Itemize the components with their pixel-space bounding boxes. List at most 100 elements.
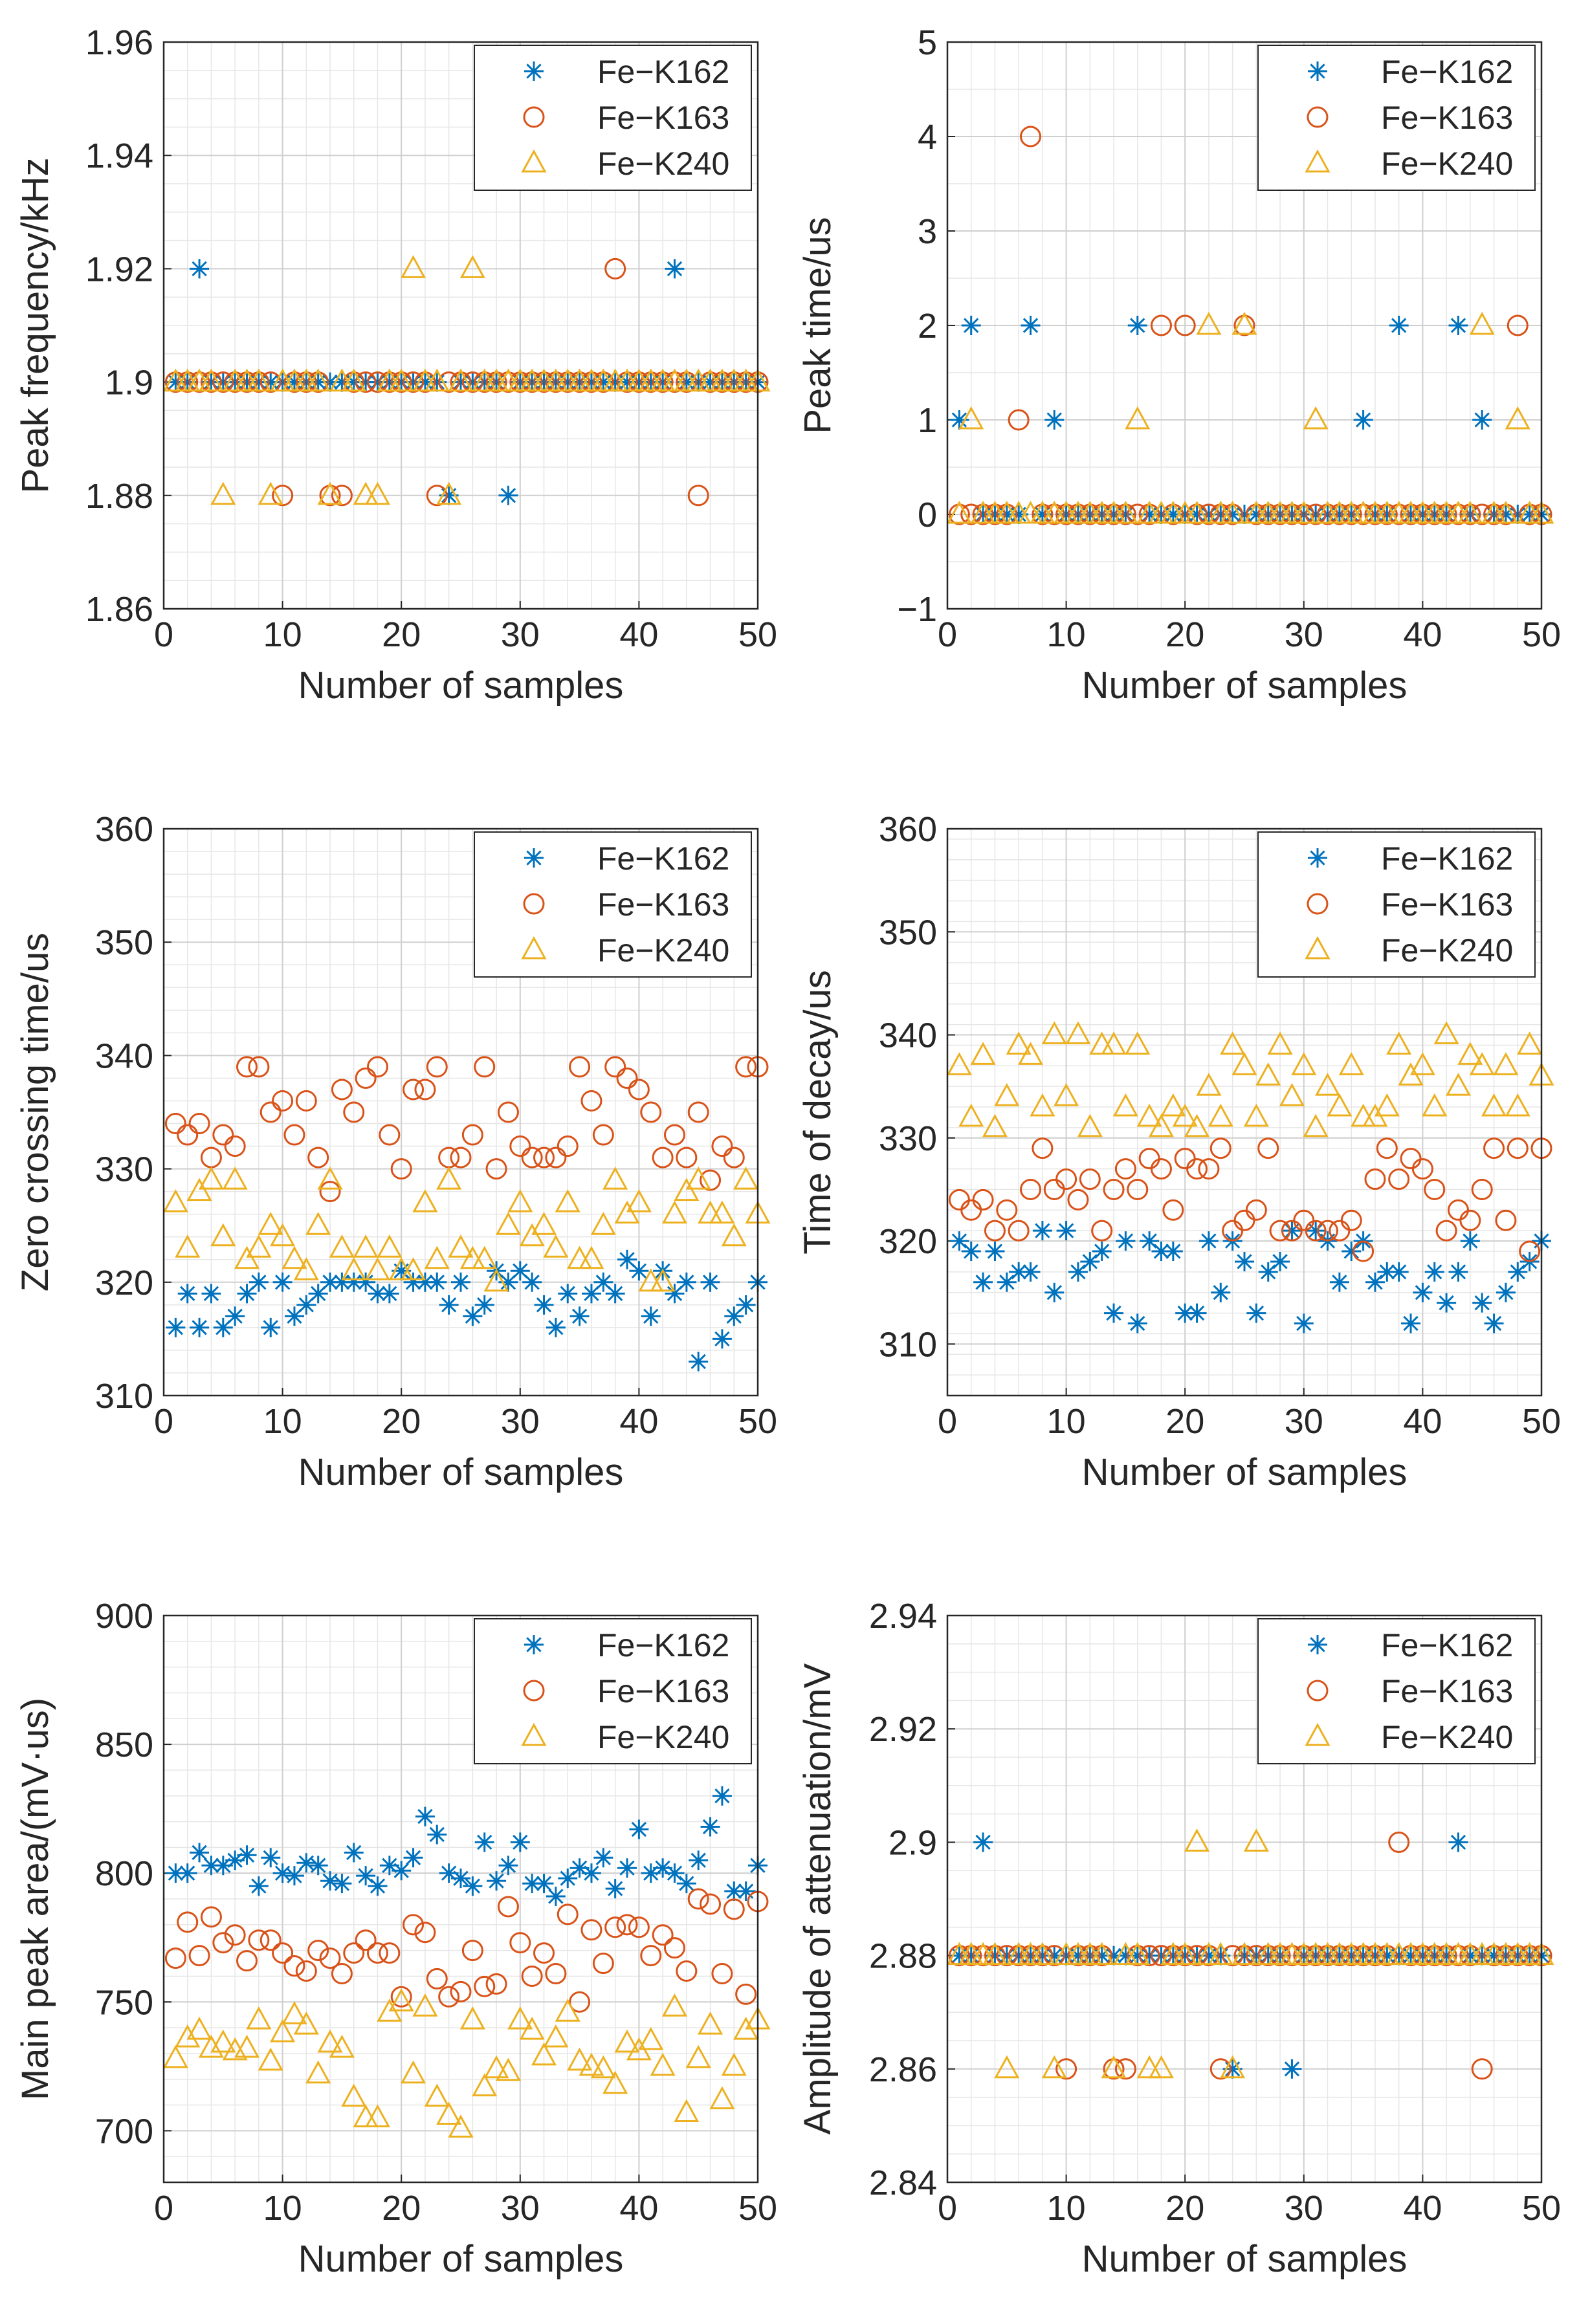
legend: Fe−K162 Fe−K163 Fe−K240 bbox=[474, 45, 752, 191]
data-point bbox=[272, 1272, 293, 1292]
data-point bbox=[474, 1832, 494, 1852]
data-point bbox=[344, 1272, 364, 1292]
data-point bbox=[674, 1178, 700, 1201]
data-point bbox=[997, 505, 1017, 524]
y-axis-label: Amplitude of attenuation/mV bbox=[797, 1663, 839, 2134]
data-point bbox=[248, 372, 269, 392]
data-point bbox=[186, 1178, 212, 1201]
x-tick-label: 30 bbox=[501, 2189, 540, 2228]
data-point bbox=[555, 1189, 580, 1212]
data-point bbox=[1009, 505, 1029, 524]
data-point bbox=[604, 1916, 626, 1938]
data-point bbox=[1163, 1946, 1183, 1966]
y-tick-label: 900 bbox=[95, 1597, 153, 1636]
data-point bbox=[463, 1306, 483, 1326]
data-point bbox=[1303, 1113, 1329, 1137]
data-point bbox=[1198, 503, 1220, 525]
chart-panel-peak-frequency: 0 10 20 30 40 50 1.86 1.88 1.9 1.92 1.94 1.96 Fe−K16… bbox=[14, 23, 777, 707]
data-point bbox=[674, 2099, 700, 2122]
data-point bbox=[448, 2114, 474, 2138]
y-tick-label: 2 bbox=[918, 307, 937, 345]
data-point bbox=[1198, 505, 1219, 524]
data-point bbox=[534, 372, 554, 392]
legend-marker bbox=[523, 893, 545, 915]
legend: Fe−K162 Fe−K163 Fe−K240 bbox=[474, 1618, 752, 1764]
data-point bbox=[272, 1863, 293, 1883]
data-point bbox=[213, 1317, 233, 1337]
data-point bbox=[329, 1234, 355, 1258]
legend-marker bbox=[524, 848, 544, 868]
data-point bbox=[1460, 505, 1480, 524]
legend: Fe−K162 Fe−K163 Fe−K240 bbox=[474, 831, 752, 978]
data-point bbox=[665, 1863, 685, 1883]
data-point bbox=[569, 1056, 591, 1078]
data-point bbox=[495, 1212, 521, 1235]
data-point bbox=[1056, 1946, 1076, 1966]
data-point bbox=[961, 1242, 981, 1262]
data-point bbox=[1342, 505, 1362, 524]
legend-box bbox=[474, 831, 752, 978]
data-point bbox=[1231, 1052, 1257, 1075]
data-point bbox=[390, 1986, 412, 2008]
data-point bbox=[1411, 1158, 1433, 1180]
data-point bbox=[685, 1167, 711, 1190]
x-tick-label: 10 bbox=[263, 1402, 302, 1441]
data-point bbox=[949, 410, 969, 430]
y-axis-label: Zero crossing time/us bbox=[14, 933, 56, 1291]
data-point bbox=[1041, 1021, 1067, 1045]
data-point bbox=[521, 1146, 543, 1168]
data-point bbox=[190, 259, 210, 279]
data-point bbox=[1306, 1946, 1326, 1966]
data-point bbox=[509, 1932, 531, 1954]
y-tick-label: 340 bbox=[95, 1036, 153, 1075]
y-tick-label: 320 bbox=[95, 1264, 153, 1302]
data-point bbox=[353, 1234, 379, 1258]
data-point bbox=[1329, 1946, 1349, 1966]
data-point bbox=[436, 1167, 462, 1190]
data-point bbox=[1140, 1946, 1160, 1966]
data-point bbox=[1424, 1178, 1446, 1200]
data-point bbox=[984, 1220, 1006, 1242]
data-point bbox=[1306, 505, 1326, 524]
data-point bbox=[640, 1101, 662, 1123]
data-point bbox=[1374, 1093, 1400, 1117]
x-tick-label: 50 bbox=[1522, 615, 1561, 654]
data-point bbox=[201, 372, 221, 392]
x-tick-label: 50 bbox=[738, 1402, 777, 1441]
data-point bbox=[1327, 1093, 1353, 1117]
data-point bbox=[736, 1881, 756, 1902]
axes-box bbox=[946, 41, 1543, 610]
data-point bbox=[210, 2029, 236, 2053]
data-point bbox=[1055, 2058, 1077, 2080]
data-point bbox=[650, 1268, 676, 1292]
data-point bbox=[1101, 2055, 1127, 2079]
legend-label: Fe−K162 bbox=[597, 54, 729, 90]
data-point bbox=[1235, 1946, 1254, 1966]
y-tick-label: 750 bbox=[95, 1983, 153, 2022]
data-point bbox=[580, 1919, 602, 1941]
data-point bbox=[1009, 1946, 1029, 1966]
data-point bbox=[403, 1848, 423, 1868]
data-point bbox=[261, 1848, 281, 1868]
data-point bbox=[1340, 1209, 1362, 1231]
data-point bbox=[414, 1079, 436, 1101]
data-point bbox=[580, 1090, 602, 1112]
x-axis-label: Number of samples bbox=[298, 664, 624, 707]
data-point bbox=[270, 1223, 296, 1247]
data-point bbox=[1054, 1082, 1079, 1106]
data-point bbox=[1222, 2059, 1242, 2079]
data-point bbox=[1401, 1313, 1421, 1333]
y-tick-label: 2.92 bbox=[869, 1710, 937, 1749]
data-point bbox=[1209, 2058, 1231, 2080]
data-point bbox=[237, 1845, 257, 1865]
data-point bbox=[1258, 505, 1278, 524]
data-point bbox=[1030, 1093, 1055, 1117]
chart-panel-main-peak-area: 0 10 20 30 40 50 700 750 800 850 900 Fe−K162 Fe−K163… bbox=[14, 1597, 777, 2280]
data-point bbox=[1125, 406, 1151, 430]
data-point bbox=[1163, 505, 1183, 524]
data-point bbox=[474, 1056, 496, 1078]
legend-marker bbox=[1307, 106, 1329, 128]
data-point bbox=[1519, 1240, 1541, 1262]
data-point bbox=[166, 1863, 186, 1883]
data-point bbox=[1186, 1945, 1208, 1967]
